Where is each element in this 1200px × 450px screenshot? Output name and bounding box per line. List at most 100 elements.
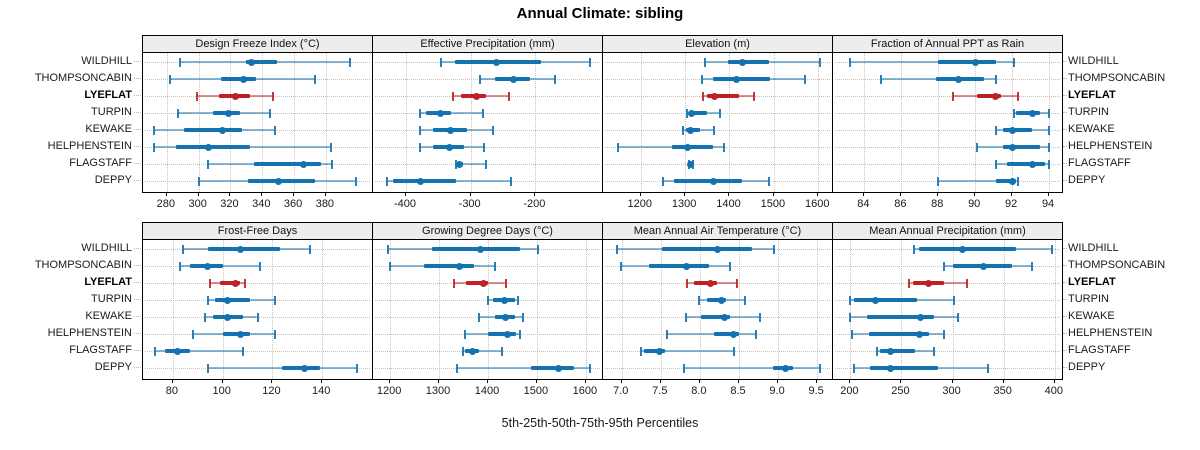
row-guide [1063, 180, 1067, 181]
axis-tick-label: 90 [968, 198, 981, 210]
interquartile-bar [176, 145, 250, 149]
panel-strip-mean-annual-air-temperature-c: Mean Annual Air Temperature (°C) [602, 222, 833, 240]
axis-tick [229, 192, 231, 196]
axis-tick [171, 379, 173, 383]
gridline-vertical [817, 240, 819, 379]
axis-tick-label: 94 [1041, 198, 1055, 210]
median-data-point [493, 58, 501, 66]
whisker-cap-5th [178, 58, 181, 67]
whisker-cap-5th [994, 160, 997, 169]
median-data-point [683, 143, 691, 151]
axis-tick-label: -200 [523, 198, 546, 210]
axis-tick [900, 379, 902, 383]
station-label-left-thompsoncabin: THOMPSONCABIN [34, 259, 132, 271]
gridline-vertical [699, 240, 701, 379]
whisker-cap-95th [1050, 245, 1053, 254]
interquartile-bar [1015, 111, 1040, 115]
axis-tick [951, 379, 953, 383]
whisker-cap-5th [937, 177, 940, 186]
axis-tick [659, 379, 661, 383]
row-guide-line [605, 164, 830, 165]
whisker-cap-5th [1012, 109, 1015, 118]
axis-tick [584, 379, 586, 383]
interquartile-bar [689, 111, 708, 115]
gridline-vertical [640, 53, 642, 192]
axis-tick-label: 1200 [627, 198, 652, 210]
gridline-vertical [198, 53, 200, 192]
station-label-right-lyeflat: LYEFLAT [1068, 276, 1116, 288]
panel-strip-growing-degree-days-c: Growing Degree Days (°C) [372, 222, 603, 240]
whisker-cap-95th [256, 313, 259, 322]
whisker-cap-95th [588, 58, 591, 67]
station-label-right-flagstaff: FLAGSTAFF [1068, 344, 1131, 356]
median-data-point [477, 245, 485, 253]
median-data-point [971, 58, 979, 66]
interquartile-bar [222, 332, 251, 336]
whisker-cap-5th [486, 296, 489, 305]
station-label-left-flagstaff: FLAGSTAFF [69, 157, 132, 169]
axis-tick [261, 192, 263, 196]
axis-tick-label: 300 [188, 198, 207, 210]
median-data-point [886, 364, 894, 372]
whisker-cap-5th [419, 126, 422, 135]
median-data-point [1028, 109, 1036, 117]
axis-tick-label: 7.0 [613, 385, 629, 397]
median-data-point [955, 75, 963, 83]
interquartile-bar [649, 264, 709, 268]
axis-tick-label: -300 [458, 198, 481, 210]
interquartile-bar [1002, 128, 1033, 132]
axis-tick-label: 120 [262, 385, 281, 397]
station-label-left-wildhill: WILDHILL [81, 242, 132, 254]
interquartile-bar [282, 366, 320, 370]
gridline-vertical [660, 240, 662, 379]
whisker-cap-5th [456, 364, 459, 373]
whisker-cap-5th [851, 330, 854, 339]
median-data-point [730, 330, 738, 338]
whisker-cap-95th [819, 58, 822, 67]
median-data-point [683, 262, 691, 270]
gridline-vertical [262, 53, 264, 192]
axis-tick-label: 8.5 [730, 385, 746, 397]
whisker-cap-5th [849, 313, 852, 322]
gridline-vertical [166, 53, 168, 192]
whisker-cap-5th [191, 330, 194, 339]
row-guide [1063, 61, 1067, 62]
axis-tick [271, 379, 273, 383]
axis-tick [728, 192, 730, 196]
whisker-cap-95th [500, 347, 503, 356]
whisker-cap-5th [197, 177, 200, 186]
median-data-point [992, 92, 1000, 100]
gridline-vertical [487, 240, 489, 379]
axis-tick-label: 280 [156, 198, 176, 210]
row-guide-line [835, 351, 1060, 352]
whisker-cap-5th [462, 347, 465, 356]
whisker-cap-5th [389, 262, 392, 271]
interquartile-bar [431, 247, 521, 251]
interquartile-bar [254, 162, 322, 166]
station-label-right-thompsoncabin: THOMPSONCABIN [1068, 72, 1166, 84]
whisker-cap-5th [912, 245, 915, 254]
row-guide [1063, 129, 1067, 130]
station-label-left-thompsoncabin: THOMPSONCABIN [34, 72, 132, 84]
whisker-cap-5th [702, 92, 705, 101]
interquartile-bar [1002, 145, 1040, 149]
interquartile-bar [866, 315, 935, 319]
whisker-cap-5th [619, 262, 622, 271]
whisker-cap-95th [521, 313, 524, 322]
whisker-cap-95th [753, 92, 756, 101]
station-label-right-kewake: KEWAKE [1068, 310, 1115, 322]
axis-tick [937, 192, 939, 196]
median-data-point [300, 160, 308, 168]
whisker-cap-95th [933, 347, 936, 356]
row-guide [1063, 78, 1067, 79]
row-guide-line [145, 351, 370, 352]
axis-tick [165, 192, 167, 196]
axis-tick [900, 192, 902, 196]
axis-tick [1011, 192, 1013, 196]
gridline-vertical [470, 53, 472, 192]
whisker-cap-95th [483, 143, 486, 152]
whisker-cap-5th [853, 364, 856, 373]
axis-tick-label: 1400 [474, 385, 500, 397]
axis-tick [486, 379, 488, 383]
station-label-right-deppy: DEPPY [1068, 174, 1106, 186]
